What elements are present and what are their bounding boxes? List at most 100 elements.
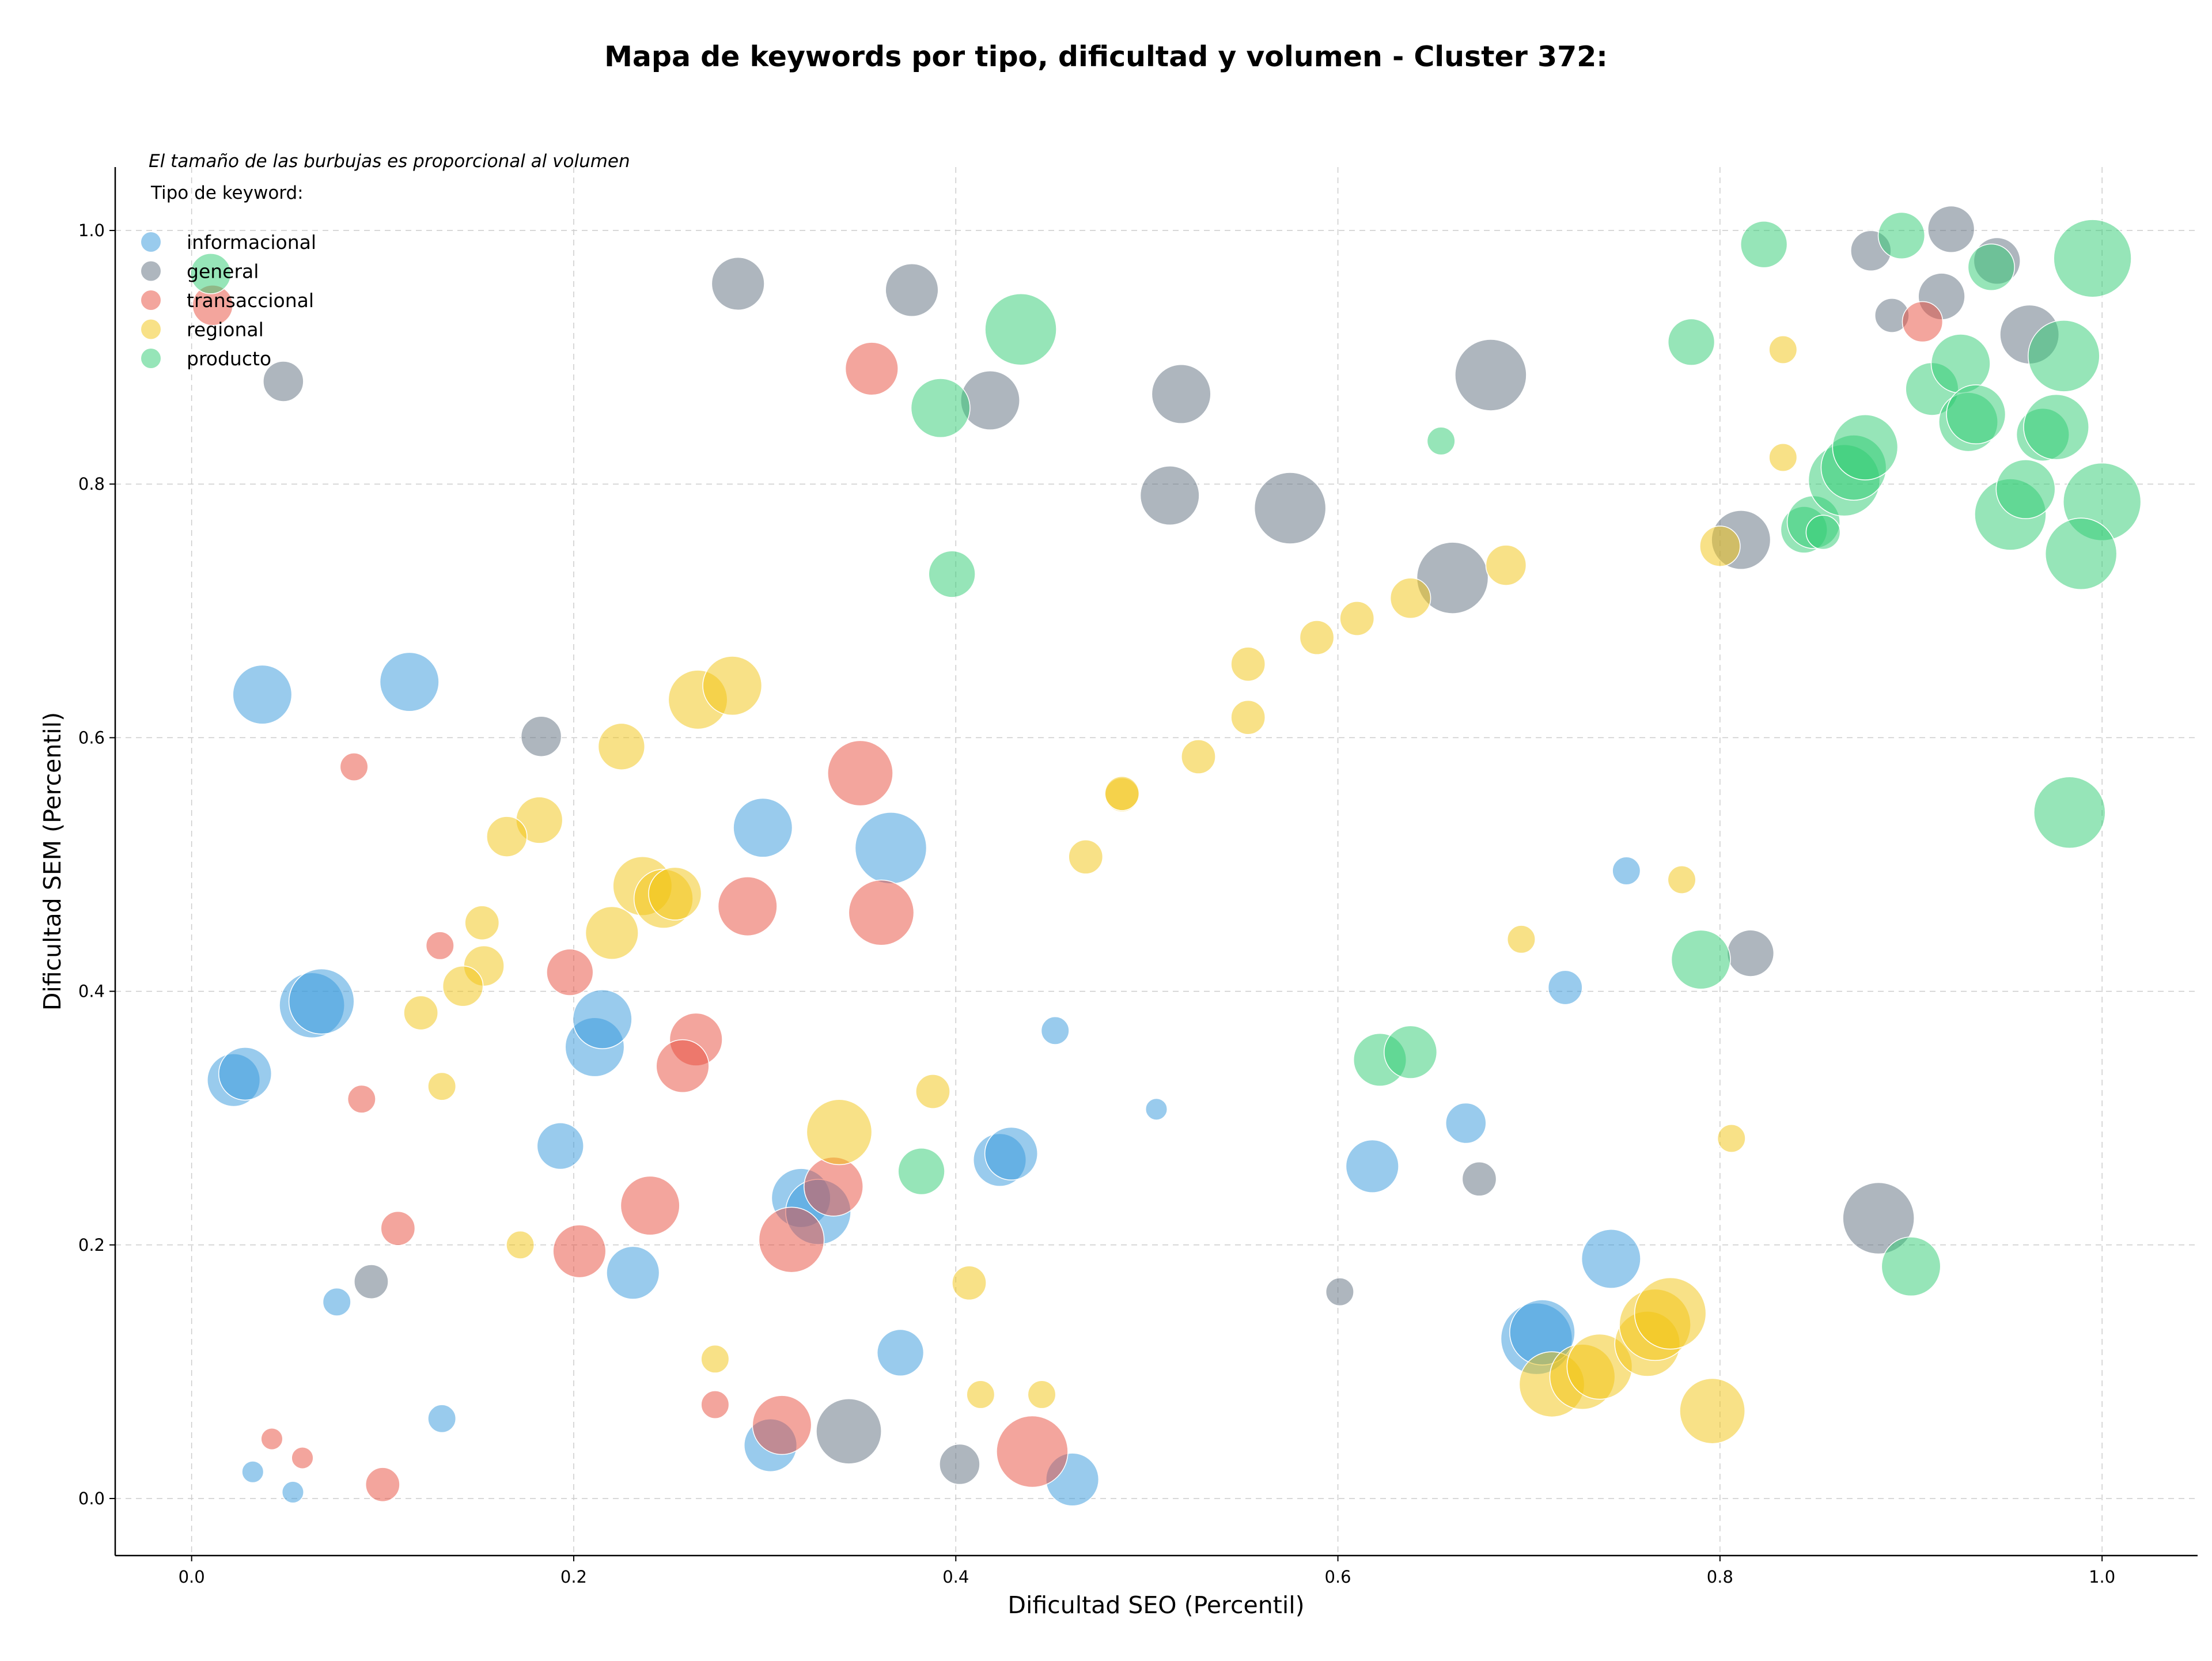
data-point-regional [806,1099,873,1166]
y-axis-label: Dificultad SEM (Percentil) [39,712,66,1011]
data-point-regional [1768,443,1798,472]
y-tick-label: 0.4 [78,982,105,1001]
data-point-regional [585,906,639,960]
y-tick-label: 0.8 [78,474,105,494]
data-point-transaccional [804,1156,863,1217]
data-point-producto [2033,776,2106,849]
data-point-general [816,1398,882,1465]
data-point-informacional [733,797,793,858]
data-point-producto [1426,426,1456,456]
data-point-regional [597,722,646,770]
data-point-producto [1877,211,1926,259]
data-point-transaccional [380,1210,416,1246]
data-point-regional [1339,601,1375,636]
y-tick-label: 0.2 [78,1235,105,1255]
data-point-producto [1995,459,2056,519]
data-point-regional [442,966,484,1007]
data-point-informacional [322,1287,351,1316]
data-point-regional [1507,925,1536,954]
data-point-regional [1299,620,1335,655]
data-point-regional [700,1344,730,1374]
data-point-general [263,361,304,402]
data-point-regional [1768,335,1798,364]
data-point-producto [928,550,976,598]
data-point-regional [1068,839,1104,875]
data-point-informacional [1145,1098,1168,1121]
x-tick-label: 0.0 [179,1567,205,1587]
data-point-informacional [1547,970,1583,1005]
data-point-transaccional [546,948,594,996]
data-point-general [1151,364,1211,424]
data-point-regional [1667,865,1696,894]
data-point-transaccional [717,876,778,937]
legend-label-producto: producto [187,347,271,370]
data-point-general [1461,1161,1497,1197]
data-point-regional [648,867,702,921]
data-point-informacional [241,1461,264,1484]
x-axis-label: Dificultad SEO (Percentil) [1007,1591,1304,1619]
data-point-general [1842,1182,1915,1255]
y-tick-label: 0.6 [78,728,105,747]
data-point-regional [1389,577,1431,619]
data-point-general [885,263,939,317]
data-point-transaccional [827,740,893,807]
data-point-regional [1634,1277,1707,1350]
data-point-regional [1717,1123,1746,1153]
data-point-general [1455,339,1527,411]
data-point-producto [2053,219,2132,298]
chart-title: Mapa de keywords por tipo, dificultad y … [604,40,1608,73]
data-point-producto [1805,514,1841,550]
data-point-regional [486,816,528,857]
legend-marker-producto [141,349,161,368]
data-point-producto [1671,929,1731,990]
data-point-transaccional [552,1224,607,1278]
data-point-transaccional [347,1084,376,1114]
y-tick-label: 0.0 [78,1489,105,1508]
data-point-informacional [281,1481,304,1504]
legend-label-informacional: informacional [187,231,316,253]
data-point-transaccional [1902,301,1944,343]
bubble-size-note: El tamaño de las burbujas es proporciona… [149,151,630,172]
data-point-informacional [1612,856,1641,886]
data-point-regional [1485,544,1527,586]
data-point-producto [910,378,971,438]
data-point-transaccional [425,931,454,960]
grid [115,167,2198,1556]
data-point-regional [403,995,438,1031]
legend-marker-general [141,261,161,281]
data-point-transaccional [700,1390,730,1420]
data-point-regional [506,1230,535,1259]
data-point-regional [1230,646,1266,682]
data-point-producto [1832,414,1899,480]
data-point-regional [1679,1378,1745,1444]
legend-marker-regional [141,319,161,339]
data-point-informacional [1040,1016,1070,1045]
data-point-transaccional [844,342,899,396]
data-point-general [1325,1277,1354,1307]
data-point-general [1726,929,1775,977]
data-point-informacional [218,1047,272,1101]
axes [114,167,2198,1557]
x-tick-label: 0.4 [942,1567,969,1587]
legend-label-regional: regional [187,319,264,341]
data-point-informacional [876,1329,925,1377]
axis-ticks: 0.0 0.2 0.4 0.6 0.8 1.0 0.0 0.2 0.4 0.6 0.8 1.0 [78,221,2115,1587]
data-point-general [1927,205,1975,253]
data-point-producto [1930,334,1991,394]
data-point-transaccional [291,1446,314,1470]
legend: Tipo de keyword: informacional general tra… [141,183,316,370]
data-point-transaccional [758,1206,825,1273]
data-point-transaccional [260,1427,283,1451]
data-point-informacional [536,1122,584,1170]
data-point-general [354,1264,389,1299]
data-point-producto [1384,1025,1438,1079]
data-point-transaccional [365,1467,400,1503]
series-regional [403,335,1798,1444]
series-producto [190,211,2142,1297]
data-point-transaccional [752,1395,812,1455]
data-point-regional [1104,775,1140,811]
y-tick-label: 1.0 [78,221,105,240]
data-point-producto [1946,384,2006,445]
data-point-informacional [288,968,355,1035]
